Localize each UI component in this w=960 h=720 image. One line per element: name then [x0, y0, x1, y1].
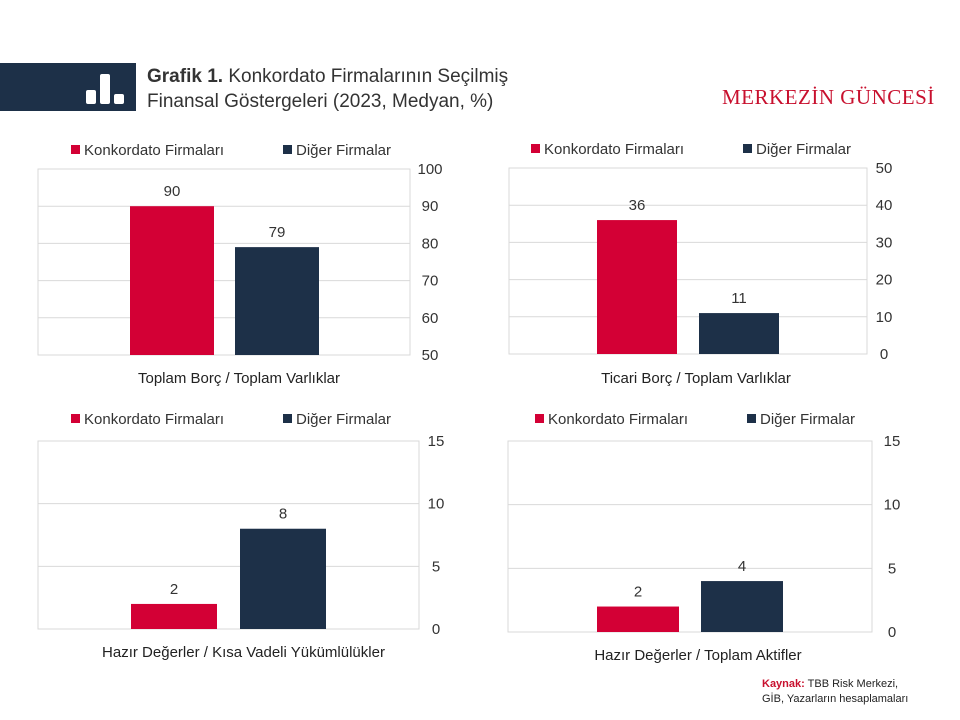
plot-frame-1 [37, 168, 411, 356]
legend-label: Konkordato Firmaları [84, 411, 224, 428]
y-tick-label: 10 [884, 497, 901, 514]
legend-label: Diğer Firmalar [296, 411, 391, 428]
page-title: Grafik 1. Konkordato Firmalarının Seçilm… [147, 64, 667, 114]
plot-frame-2 [508, 167, 868, 355]
legend-label: Diğer Firmalar [760, 411, 855, 428]
bar-diger [240, 528, 326, 629]
y-tick-label: 10 [876, 309, 893, 326]
title-line2: Finansal Göstergeleri (2023, Medyan, %) [147, 91, 494, 112]
source-line1: TBB Risk Merkezi, [807, 678, 899, 690]
legend-swatch-konkordato [71, 145, 80, 154]
legend-swatch-diger [747, 414, 756, 423]
y-tick-label: 0 [888, 624, 896, 641]
data-label: 36 [629, 197, 646, 214]
legend-label: Konkordato Firmaları [548, 411, 688, 428]
y-tick-label: 15 [428, 433, 445, 450]
data-label: 90 [164, 183, 181, 200]
y-tick-label: 50 [422, 347, 439, 364]
data-label: 2 [170, 581, 178, 598]
y-tick-label: 30 [876, 234, 893, 251]
x-axis-label: Hazır Değerler / Kısa Vadeli Yükümlülükl… [102, 644, 385, 661]
y-tick-label: 50 [876, 160, 893, 177]
legend-label: Konkordato Firmaları [544, 141, 684, 158]
title-bold: Grafik 1. [147, 66, 224, 87]
bar-konkordato [597, 606, 679, 632]
bar-diger [235, 247, 319, 355]
bar-diger [699, 313, 779, 354]
source-label: Kaynak: [762, 678, 805, 690]
x-axis-label: Hazır Değerler / Toplam Aktifler [594, 647, 801, 664]
y-tick-label: 15 [884, 433, 901, 450]
source-line2: GİB, Yazarların hesaplamaları [762, 693, 909, 705]
bar-konkordato [131, 603, 217, 629]
y-tick-label: 80 [422, 235, 439, 252]
y-tick-label: 100 [417, 161, 442, 178]
data-label: 8 [279, 506, 287, 523]
data-label: 79 [269, 224, 286, 241]
y-tick-label: 70 [422, 273, 439, 290]
y-tick-label: 5 [432, 558, 440, 575]
data-label: 11 [731, 290, 747, 307]
bar-konkordato [597, 220, 677, 354]
y-tick-label: 0 [432, 621, 440, 638]
brand-name: MERKEZİN GÜNCESİ [722, 85, 935, 109]
y-tick-label: 10 [428, 496, 445, 513]
x-axis-label: Ticari Borç / Toplam Varlıklar [601, 370, 791, 387]
legend-swatch-konkordato [531, 144, 540, 153]
legend-label: Diğer Firmalar [756, 141, 851, 158]
plot-frame-4 [507, 440, 873, 633]
plot-frame-3 [37, 440, 420, 630]
y-tick-label: 20 [876, 272, 893, 289]
y-tick-label: 0 [880, 346, 888, 363]
bar-diger [701, 581, 783, 632]
header-accent-bar [0, 63, 136, 111]
bar-chart-icon [86, 72, 126, 104]
data-label: 4 [738, 558, 746, 575]
legend-swatch-diger [743, 144, 752, 153]
legend-label: Konkordato Firmaları [84, 142, 224, 159]
y-tick-label: 40 [876, 197, 893, 214]
bar-konkordato [130, 206, 214, 355]
legend-swatch-konkordato [535, 414, 544, 423]
legend-swatch-diger [283, 145, 292, 154]
y-tick-label: 90 [422, 198, 439, 215]
legend-swatch-konkordato [71, 414, 80, 423]
title-line1: Konkordato Firmalarının Seçilmiş [228, 66, 509, 87]
x-axis-label: Toplam Borç / Toplam Varlıklar [138, 370, 340, 387]
y-tick-label: 60 [422, 310, 439, 327]
legend-swatch-diger [283, 414, 292, 423]
legend-label: Diğer Firmalar [296, 142, 391, 159]
y-tick-label: 5 [888, 560, 896, 577]
data-label: 2 [634, 584, 642, 601]
source-note: Kaynak: TBB Risk Merkezi, GİB, Yazarları… [762, 677, 908, 707]
